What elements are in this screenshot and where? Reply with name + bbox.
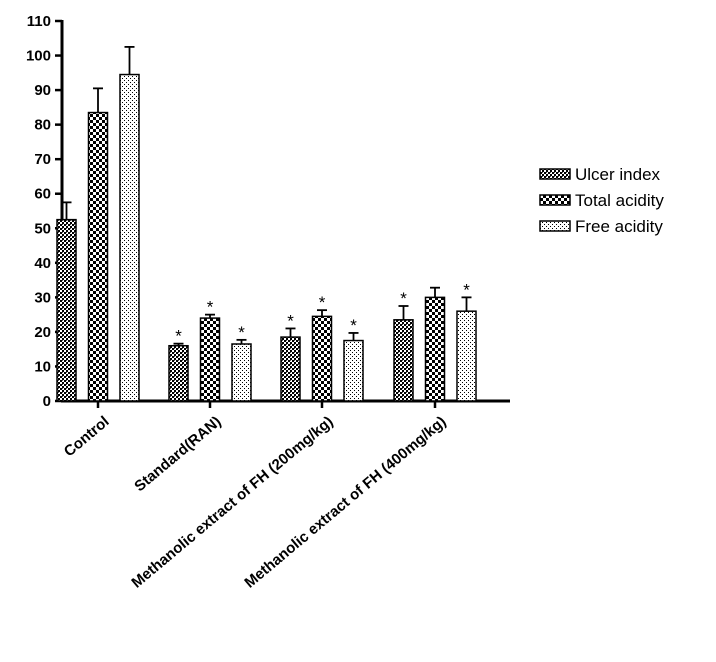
significance-marker: * (207, 298, 214, 317)
significance-marker: * (287, 311, 294, 330)
bar (119, 73, 140, 402)
y-tick-label: 90 (34, 82, 51, 99)
bar (311, 315, 333, 402)
bar (456, 310, 477, 402)
bar (424, 296, 446, 402)
bars (56, 46, 477, 402)
x-category-label: Control (61, 413, 113, 460)
legend-label: Total acidity (575, 191, 664, 210)
legend-swatch (539, 220, 571, 232)
y-tick-label: 0 (43, 393, 51, 410)
significance-marker: * (238, 323, 245, 342)
x-category-label: Methanolic extract of FH (200mg/kg) (128, 413, 336, 592)
significance-marker: * (175, 327, 182, 346)
legend-swatch (539, 168, 571, 180)
bar (87, 111, 109, 402)
y-tick-label: 110 (27, 13, 51, 30)
bar (199, 317, 221, 402)
bar (168, 344, 189, 402)
y-tick-label: 20 (34, 324, 51, 341)
x-category-label: Methanolic extract of FH (400mg/kg) (241, 413, 449, 592)
bar (56, 218, 77, 402)
bar (280, 336, 301, 402)
y-tick-label: 60 (34, 186, 51, 203)
legend-label: Free acidity (575, 217, 663, 236)
y-tick-label: 70 (34, 151, 51, 168)
significance-marker: * (350, 316, 357, 335)
significance-marker: * (400, 289, 407, 308)
y-tick-label: 80 (34, 117, 51, 134)
y-tick-label: 50 (34, 220, 51, 237)
significance-marker: * (463, 280, 470, 299)
bar (393, 319, 414, 402)
legend: Ulcer index Total acidity Free acidity (539, 165, 664, 236)
bar (343, 339, 364, 402)
y-tick-label: 100 (26, 48, 51, 65)
y-tick-label: 10 (34, 358, 51, 375)
x-category-label: Standard(RAN) (131, 413, 224, 495)
legend-label: Ulcer index (575, 165, 661, 184)
y-tick-label: 30 (34, 289, 51, 306)
legend-swatch (539, 194, 571, 206)
significance-marker: * (319, 293, 326, 312)
y-tick-label: 40 (34, 255, 51, 272)
bar (231, 343, 252, 402)
